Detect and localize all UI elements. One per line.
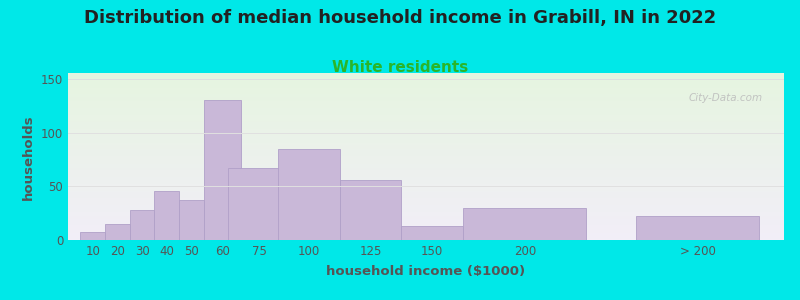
- Bar: [179, 200, 204, 240]
- Bar: [636, 216, 759, 240]
- Bar: [80, 232, 105, 240]
- Text: Distribution of median household income in Grabill, IN in 2022: Distribution of median household income …: [84, 9, 716, 27]
- Y-axis label: households: households: [22, 114, 35, 200]
- Bar: [130, 210, 154, 240]
- Bar: [105, 224, 130, 240]
- Text: City-Data.com: City-Data.com: [688, 94, 762, 103]
- Bar: [204, 100, 241, 240]
- Bar: [154, 190, 179, 240]
- Bar: [402, 226, 463, 240]
- X-axis label: household income ($1000): household income ($1000): [326, 265, 526, 278]
- Bar: [278, 149, 339, 240]
- Bar: [229, 168, 290, 240]
- Bar: [339, 180, 402, 240]
- Text: White residents: White residents: [332, 60, 468, 75]
- Bar: [463, 208, 586, 240]
